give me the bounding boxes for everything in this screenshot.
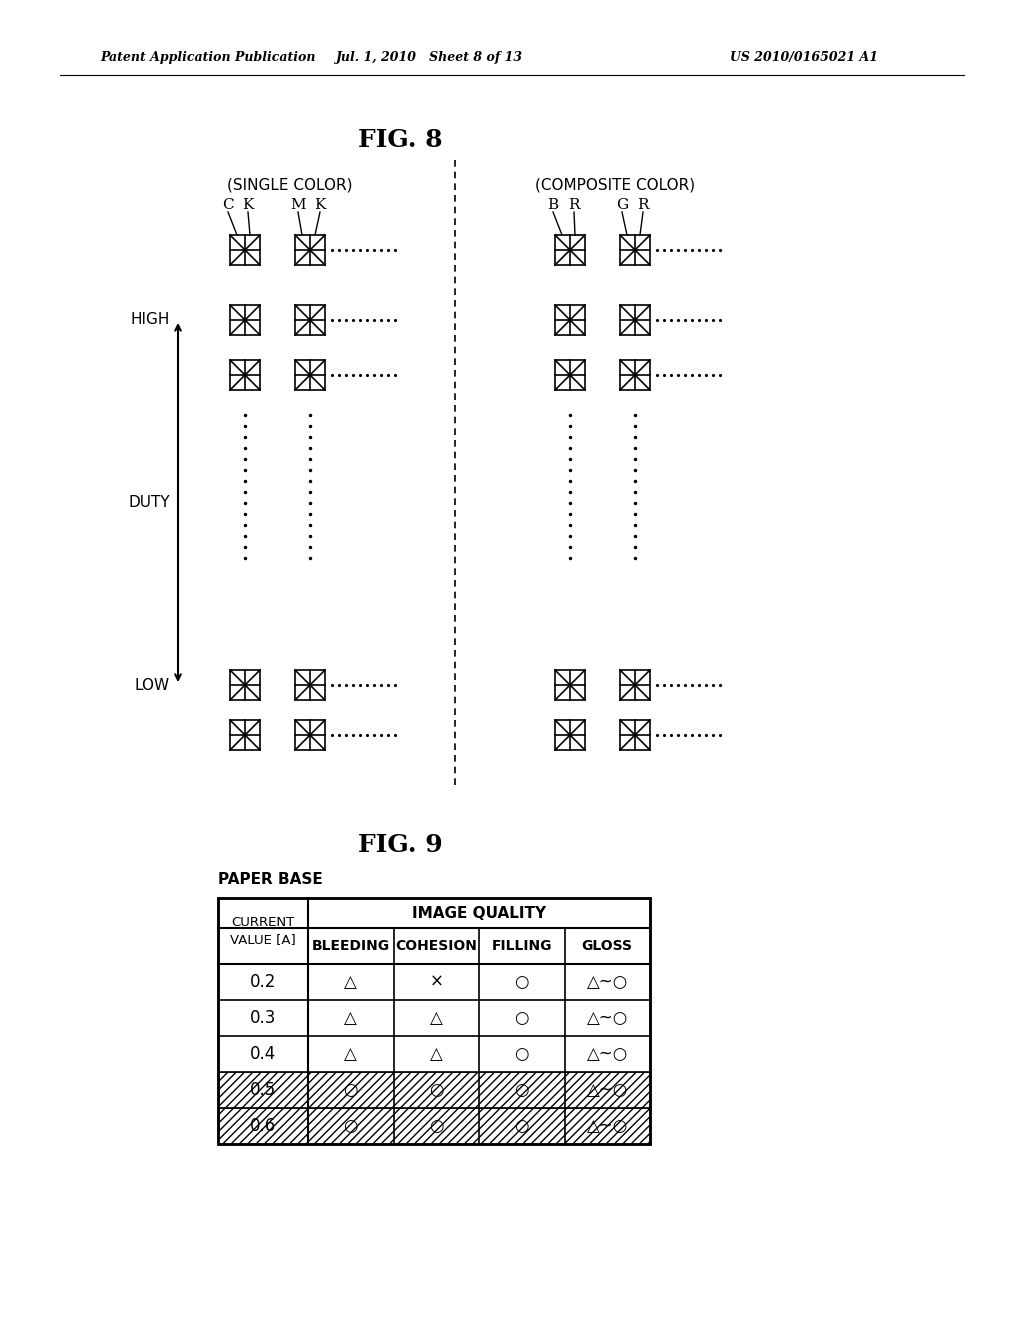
Text: DUTY: DUTY	[128, 495, 170, 510]
Text: ○: ○	[514, 1081, 529, 1100]
Bar	[555, 719, 585, 750]
Text: △: △	[430, 1008, 442, 1027]
Bar	[620, 235, 650, 265]
Text: △: △	[344, 973, 357, 991]
Bar	[555, 671, 585, 700]
Text: BLEEDING: BLEEDING	[311, 939, 390, 953]
Text: (COMPOSITE COLOR): (COMPOSITE COLOR)	[535, 177, 695, 193]
Bar	[218, 898, 650, 1144]
Text: Jul. 1, 2010   Sheet 8 of 13: Jul. 1, 2010 Sheet 8 of 13	[337, 51, 523, 65]
Text: ○: ○	[343, 1081, 358, 1100]
Text: R: R	[568, 198, 580, 213]
Text: B: B	[548, 198, 558, 213]
Text: IMAGE QUALITY: IMAGE QUALITY	[412, 906, 546, 920]
Text: △~○: △~○	[587, 1008, 628, 1027]
Bar	[230, 719, 260, 750]
Bar	[230, 305, 260, 335]
Text: FILLING: FILLING	[492, 939, 552, 953]
Text: 0.3: 0.3	[250, 1008, 276, 1027]
Text: ×: ×	[429, 973, 443, 991]
Text: ○: ○	[514, 973, 529, 991]
Bar	[620, 360, 650, 389]
Bar	[555, 360, 585, 389]
Bar	[555, 305, 585, 335]
Bar	[218, 898, 650, 1144]
Text: US 2010/0165021 A1: US 2010/0165021 A1	[730, 51, 878, 65]
Text: ○: ○	[429, 1081, 443, 1100]
Bar	[218, 1072, 650, 1107]
Text: ○: ○	[514, 1008, 529, 1027]
Text: LOW: LOW	[135, 677, 170, 693]
Bar	[295, 235, 325, 265]
Text: △~○: △~○	[587, 1081, 628, 1100]
Text: △: △	[344, 1045, 357, 1063]
Bar	[218, 1107, 650, 1144]
Text: R: R	[637, 198, 649, 213]
Bar	[295, 360, 325, 389]
Text: △~○: △~○	[587, 973, 628, 991]
Bar	[230, 360, 260, 389]
Text: △: △	[430, 1045, 442, 1063]
Text: M: M	[290, 198, 306, 213]
Text: FIG. 8: FIG. 8	[357, 128, 442, 152]
Text: 0.4: 0.4	[250, 1045, 276, 1063]
Text: COHESION: COHESION	[395, 939, 477, 953]
Text: (SINGLE COLOR): (SINGLE COLOR)	[227, 177, 352, 193]
Bar	[230, 235, 260, 265]
Bar	[620, 719, 650, 750]
Text: ○: ○	[514, 1117, 529, 1135]
Text: C: C	[222, 198, 233, 213]
Text: HIGH: HIGH	[131, 313, 170, 327]
Text: GLOSS: GLOSS	[582, 939, 633, 953]
Text: ○: ○	[514, 1045, 529, 1063]
Bar	[555, 235, 585, 265]
Text: 0.5: 0.5	[250, 1081, 276, 1100]
Bar	[230, 671, 260, 700]
Text: FIG. 9: FIG. 9	[357, 833, 442, 857]
Bar	[620, 305, 650, 335]
Text: 0.6: 0.6	[250, 1117, 276, 1135]
Bar	[295, 305, 325, 335]
Bar	[295, 671, 325, 700]
Text: ○: ○	[429, 1117, 443, 1135]
Text: △~○: △~○	[587, 1045, 628, 1063]
Bar	[295, 719, 325, 750]
Text: K: K	[314, 198, 326, 213]
Text: PAPER BASE: PAPER BASE	[218, 873, 323, 887]
Text: CURRENT
VALUE [A]: CURRENT VALUE [A]	[230, 916, 296, 946]
Text: G: G	[615, 198, 628, 213]
Text: 0.2: 0.2	[250, 973, 276, 991]
Text: △~○: △~○	[587, 1117, 628, 1135]
Text: Patent Application Publication: Patent Application Publication	[100, 51, 315, 65]
Text: ○: ○	[343, 1117, 358, 1135]
Text: K: K	[243, 198, 254, 213]
Bar	[620, 671, 650, 700]
Text: △: △	[344, 1008, 357, 1027]
